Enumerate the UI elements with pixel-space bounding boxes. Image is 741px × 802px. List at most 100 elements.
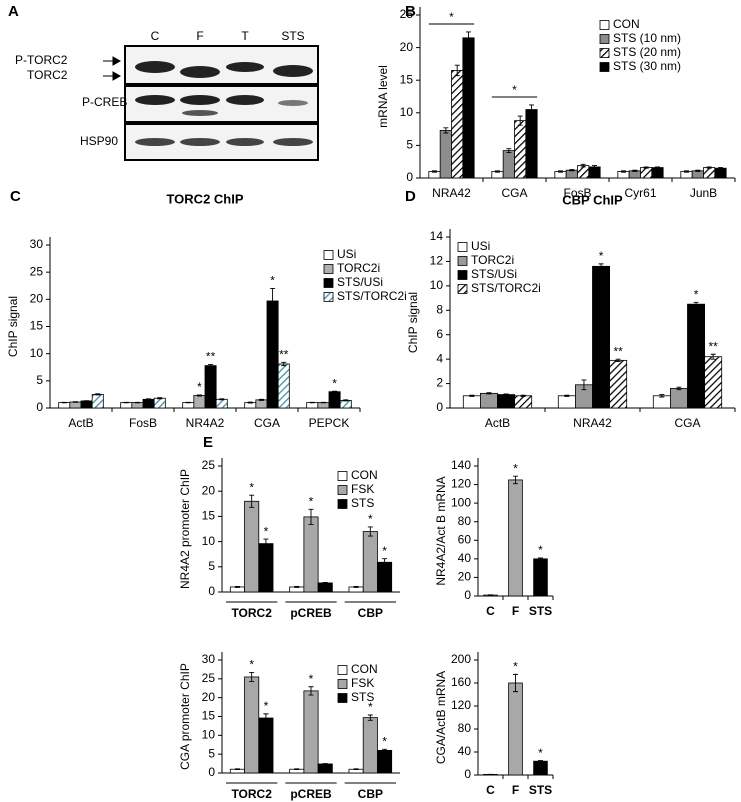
y-tick-label: 0: [36, 400, 43, 414]
bar: [266, 300, 279, 409]
bar: [514, 395, 533, 409]
legend-label: TORC2i: [337, 261, 380, 275]
x-tick-label: FosB: [129, 416, 157, 430]
bar: [362, 531, 378, 593]
significance-label: **: [613, 344, 623, 358]
legend-swatch: [323, 292, 334, 302]
blot-panel: A C F T STS P-TORC2 TORC2 P-CREB HSP90: [8, 3, 319, 161]
error-bar: [718, 167, 724, 170]
y-tick-label: 30: [30, 237, 44, 251]
y-tick-label: 10: [400, 105, 414, 119]
error-bar: [322, 581, 328, 584]
y-tick-label: 100: [451, 495, 471, 509]
significance-label: **: [708, 339, 718, 353]
legend-label: FSK: [351, 482, 374, 496]
row-label: HSP90: [80, 134, 118, 148]
x-tick-label: NRA42: [432, 186, 471, 200]
error-bar: [157, 397, 163, 400]
y-tick-label: 8: [436, 302, 443, 316]
error-bar: [615, 358, 621, 363]
bar: [704, 356, 723, 409]
bar: [317, 763, 333, 774]
error-bar: [308, 508, 314, 525]
y-tick-label: 10: [430, 278, 444, 292]
error-bar: [185, 401, 191, 404]
bar: [479, 392, 498, 409]
x-tick-label: pCREB: [290, 606, 332, 620]
error-bar: [695, 169, 701, 172]
error-bar: [72, 401, 78, 403]
error-bar: [294, 768, 300, 771]
error-bar: [320, 401, 326, 404]
legend-label: CON: [351, 662, 378, 676]
legend-label: STS/USi: [337, 275, 383, 289]
y-tick-label: 120: [451, 698, 471, 712]
error-bar: [466, 31, 472, 45]
error-bar: [134, 401, 140, 404]
y-tick-label: 80: [458, 721, 472, 735]
error-bar: [564, 394, 570, 397]
error-bar: [294, 586, 300, 588]
y-tick-label: 5: [406, 138, 413, 152]
legend-label: TORC2i: [471, 253, 514, 267]
legend-swatch: [457, 242, 468, 252]
bar: [69, 401, 82, 409]
y-tick-label: 0: [464, 767, 471, 781]
error-bar: [322, 763, 328, 765]
bar: [377, 561, 393, 593]
bar: [462, 37, 475, 179]
y-tick-label: 5: [208, 746, 215, 760]
y-tick-label: 0: [208, 584, 215, 598]
error-bar: [706, 166, 712, 169]
error-bar: [580, 163, 586, 168]
x-tick-label: STS: [529, 783, 552, 797]
error-bar: [538, 557, 543, 561]
bar: [640, 167, 653, 179]
bar: [651, 167, 664, 179]
legend-label: CON: [613, 17, 640, 31]
y-tick-label: 5: [36, 373, 43, 387]
x-tick-label: FosB: [563, 186, 591, 200]
error-bar: [258, 398, 264, 401]
error-bar: [655, 166, 661, 169]
error-bar: [569, 169, 575, 172]
y-axis-label: ChIP signal: [6, 296, 20, 357]
error-bar: [249, 494, 255, 508]
lane-label: C: [151, 29, 160, 43]
significance-label: **: [279, 348, 289, 362]
y-tick-label: 15: [202, 509, 216, 523]
error-bar: [486, 392, 492, 395]
error-bar: [538, 760, 543, 763]
y-tick-label: 80: [458, 514, 472, 528]
chart: E NR4A2 promoter ChIP 0 5 10 15 20 25 TORC2 * * pCR…: [178, 434, 400, 620]
significance-label: *: [264, 699, 269, 713]
x-tick-label: NRA42: [573, 416, 612, 430]
x-tick-label: STS: [529, 604, 552, 618]
legend-swatch: [337, 693, 348, 703]
significance-label: *: [512, 83, 517, 97]
legend-swatch: [599, 20, 610, 30]
bar: [502, 150, 515, 179]
bar: [255, 399, 268, 409]
x-tick-label: CBP: [358, 787, 383, 801]
bar: [131, 402, 144, 409]
significance-label: **: [206, 350, 216, 364]
bar: [339, 399, 352, 409]
legend-label: STS: [351, 496, 374, 510]
y-tick-label: 10: [202, 534, 216, 548]
y-axis-label: CGA/ActB mRNA: [434, 671, 448, 764]
y-tick-label: 40: [458, 744, 472, 758]
error-bar: [249, 671, 255, 682]
chart-title: TORC2 ChIP: [166, 191, 243, 206]
error-bar: [620, 170, 626, 173]
bar: [533, 558, 548, 597]
bar: [303, 516, 319, 593]
bar: [204, 365, 217, 409]
bar: [377, 750, 393, 774]
y-tick-label: 200: [451, 652, 471, 666]
y-tick-label: 4: [436, 351, 443, 365]
legend-label: STS/TORC2i: [337, 289, 407, 303]
error-bar: [557, 170, 563, 173]
x-tick-label: PEPCK: [309, 416, 350, 430]
y-axis-label: NR4A2 promoter ChIP: [178, 469, 192, 589]
